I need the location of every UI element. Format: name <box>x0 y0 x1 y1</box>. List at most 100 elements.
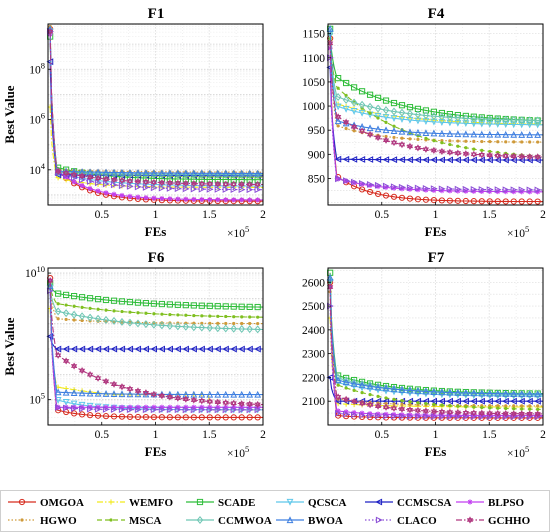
series-marker-claco <box>246 186 254 194</box>
series-marker-omgoa <box>142 414 150 421</box>
series-marker-msca <box>104 308 108 312</box>
series-marker-msca <box>520 407 524 411</box>
series-marker-msca <box>432 139 436 143</box>
subplot-title: F4 <box>428 6 445 22</box>
series-marker-ccmscsa <box>190 345 197 353</box>
series-marker-scade <box>134 299 142 306</box>
series-marker-claco <box>422 184 430 192</box>
series-marker-bwoa <box>110 390 118 397</box>
series-marker-claco <box>390 183 398 191</box>
series-line-hgwo <box>329 43 543 143</box>
series-marker-blpso <box>143 195 149 201</box>
series-marker-bwoa <box>166 169 174 177</box>
series-marker-claco <box>158 406 166 414</box>
series-marker-gchho <box>110 176 118 184</box>
series-marker-claco <box>254 186 262 194</box>
x-multiplier: ×105 <box>507 444 529 460</box>
series-marker-ccmwoa <box>518 116 525 125</box>
series-marker-bwoa <box>230 169 238 177</box>
series-marker-msca <box>424 136 428 140</box>
series-marker-ccmwoa <box>366 102 374 111</box>
y-axis-label: Best Value <box>2 317 17 375</box>
series-marker-claco <box>350 178 358 186</box>
series-marker-ccmwoa <box>422 111 430 120</box>
subplot-f4: 0.5 1 1.5 2 850 900 950 1000 1050 1100 1150 F4 FEs ×1… <box>302 6 546 240</box>
series-marker-qcsca <box>166 181 174 189</box>
y-tick-label: 2400 <box>302 325 325 337</box>
y-tick-label: 105 <box>29 391 45 407</box>
series-marker-claco <box>110 406 118 413</box>
series-marker-gchho <box>327 283 334 291</box>
series-marker-hgwo <box>408 137 412 141</box>
series-marker-gchho <box>198 397 205 405</box>
series-marker-bwoa <box>246 169 254 177</box>
x-tick-label: 1.5 <box>482 209 497 221</box>
series-marker-gchho <box>446 148 454 156</box>
series-marker-ccmwoa <box>150 320 158 329</box>
series-marker-hgwo <box>56 317 60 321</box>
series-marker-bwoa <box>326 273 334 281</box>
series-marker-omgoa <box>86 412 94 419</box>
x-tick-label: 1 <box>153 209 159 221</box>
series-marker-hgwo <box>512 404 516 408</box>
series-marker-scade <box>118 298 126 305</box>
series-marker-bwoa <box>518 131 526 138</box>
series-marker-msca <box>72 304 76 308</box>
series-marker-scade <box>398 102 406 109</box>
series-marker-msca <box>152 312 156 316</box>
series-marker-claco <box>150 184 158 192</box>
series-marker-scade <box>94 296 102 303</box>
series-marker-claco <box>254 406 262 414</box>
series-marker-scade <box>390 383 398 391</box>
y-tick-label: 900 <box>308 149 326 161</box>
series-marker-bwoa <box>222 169 230 177</box>
series-marker-gchho <box>55 167 62 176</box>
series-marker-ccmwoa <box>414 386 422 395</box>
series-marker-omgoa <box>518 198 525 205</box>
series-marker-hgwo <box>456 139 460 143</box>
series-marker-bwoa <box>398 386 406 393</box>
series-marker-omgoa <box>462 197 469 205</box>
series-marker-gchho <box>238 400 245 408</box>
series-line-wemfo <box>329 48 543 125</box>
series-marker-claco <box>430 413 438 420</box>
x-tick-label: 1 <box>153 429 159 441</box>
series-marker-gchho <box>518 152 525 161</box>
series-marker-claco <box>358 179 366 187</box>
series-marker-bwoa <box>182 169 190 177</box>
series-marker-ccmwoa <box>350 378 358 387</box>
series-marker-ccmwoa <box>430 112 438 121</box>
x-tick-label: 1 <box>433 429 439 441</box>
series-marker-omgoa <box>406 195 414 202</box>
series-marker-ccmscsa <box>214 345 221 353</box>
series-line-msca <box>49 28 263 178</box>
series-line-gchho <box>329 43 543 158</box>
series-marker-gchho <box>430 146 438 154</box>
x-tick-label: 1.5 <box>482 429 497 441</box>
series-marker-msca <box>480 148 484 152</box>
series-marker-bwoa <box>462 130 470 138</box>
series-marker-blpso <box>159 404 165 410</box>
series-marker-gchho <box>526 153 533 161</box>
series-marker-claco <box>335 175 342 183</box>
series-marker-bwoa <box>366 124 374 132</box>
series-marker-claco <box>398 183 406 191</box>
series-marker-omgoa <box>94 412 102 419</box>
series-marker-bwoa <box>198 169 206 177</box>
series-marker-bwoa <box>342 378 350 386</box>
series-marker-hgwo <box>240 321 244 326</box>
series-marker-msca <box>344 93 348 98</box>
series-marker-ccmwoa <box>374 104 382 113</box>
series-marker-omgoa <box>150 414 158 421</box>
series-marker-claco <box>55 404 62 411</box>
series-marker-ccmscsa <box>142 345 150 353</box>
series-marker-blpso <box>151 404 157 410</box>
series-marker-claco <box>214 185 222 193</box>
series-marker-ccmwoa <box>446 388 454 397</box>
x-tick-label: 2 <box>260 429 266 441</box>
series-line-hgwo <box>49 26 263 173</box>
series-marker-scade <box>414 386 422 393</box>
series-marker-omgoa <box>494 198 501 205</box>
series-marker-bwoa <box>390 127 398 134</box>
series-marker-claco <box>238 406 246 414</box>
